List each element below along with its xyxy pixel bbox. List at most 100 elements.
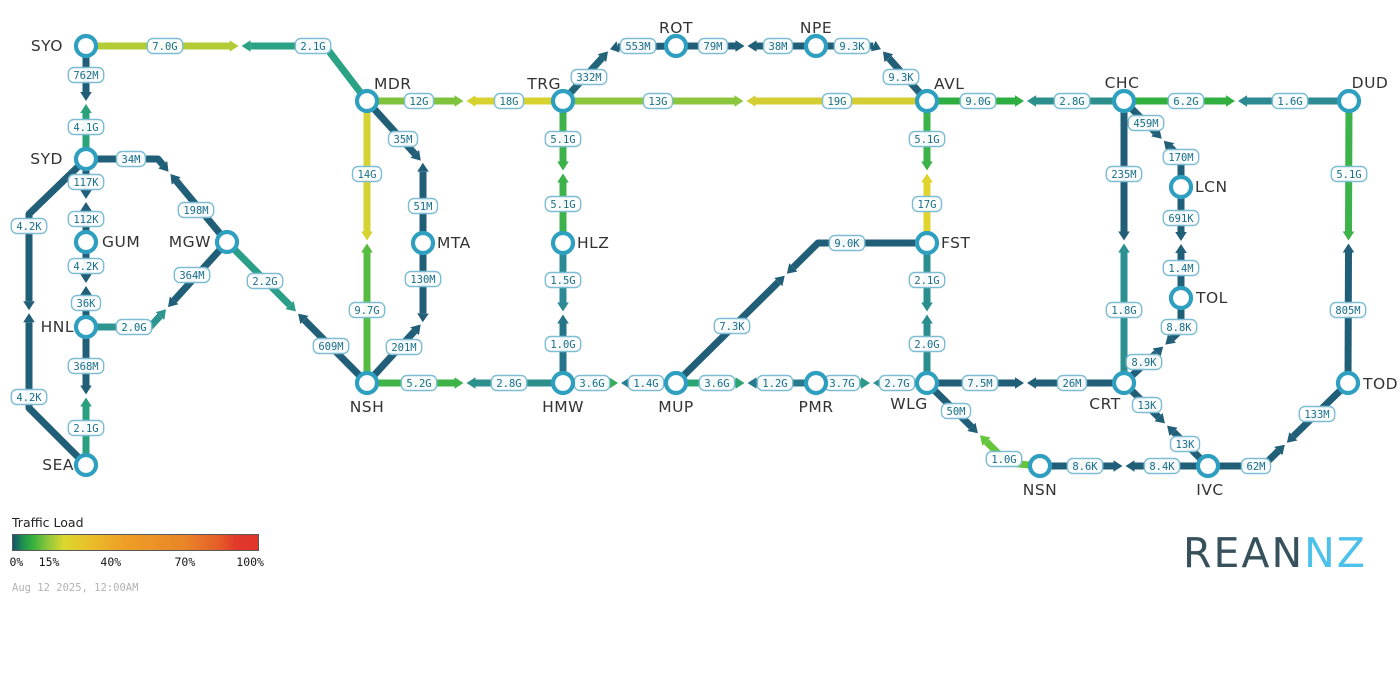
node-NSN[interactable] <box>1027 453 1053 479</box>
link-value-pill[interactable] <box>756 374 794 392</box>
link-value-pill[interactable] <box>1162 209 1200 227</box>
link-value-CRT-IVC[interactable]: 13K <box>1131 396 1163 414</box>
link-value-HMW-MUP[interactable]: 1.4G <box>627 374 665 392</box>
link-value-pill[interactable] <box>67 173 105 191</box>
node-MDR[interactable] <box>354 88 380 114</box>
link-value-pill[interactable] <box>544 130 582 148</box>
link-value-pill[interactable] <box>10 388 48 406</box>
node-HNL[interactable] <box>73 314 99 340</box>
link-value-NPE-AVL[interactable]: 9.3K <box>833 37 871 55</box>
node-TOL[interactable] <box>1168 285 1194 311</box>
link-value-AVL-CHC[interactable]: 2.8G <box>1053 92 1091 110</box>
link-LCN-TOL[interactable] <box>1175 187 1187 298</box>
link-value-FST-WLG[interactable]: 2.1G <box>908 271 946 289</box>
link-NSN-IVC[interactable] <box>1040 460 1208 472</box>
link-segment[interactable] <box>250 42 370 104</box>
link-segment[interactable] <box>25 322 89 468</box>
link-value-MUP-FST[interactable]: 9.0K <box>828 234 866 252</box>
link-value-pill[interactable] <box>1330 165 1368 183</box>
node-HMW[interactable] <box>550 370 576 396</box>
link-value-SYO-MDR[interactable]: 2.1G <box>294 37 332 55</box>
node-WLG[interactable] <box>914 370 940 396</box>
link-value-pill[interactable] <box>1105 301 1143 319</box>
node-SEA[interactable] <box>73 452 99 478</box>
node-MGW[interactable] <box>214 229 240 255</box>
link-WLG-CRT[interactable] <box>927 377 1124 389</box>
link-value-pill[interactable] <box>1169 435 1201 453</box>
link-value-pill[interactable] <box>698 374 736 392</box>
link-value-MDR-TRG[interactable]: 12G <box>403 92 435 110</box>
link-value-pill[interactable] <box>1125 353 1163 371</box>
link-value-MUP-PMR[interactable]: 1.2G <box>756 374 794 392</box>
link-value-AVL-FST[interactable]: 5.1G <box>908 130 946 148</box>
link-value-pill[interactable] <box>908 335 946 353</box>
link-value-pill[interactable] <box>1066 457 1104 475</box>
link-value-pill[interactable] <box>697 37 729 55</box>
link-value-pill[interactable] <box>10 217 48 235</box>
link-value-TOL-CRT[interactable]: 8.8K <box>1160 318 1198 336</box>
link-value-pill[interactable] <box>985 450 1023 468</box>
link-value-HNL-SEA[interactable]: 368M <box>67 357 105 375</box>
node-MUP[interactable] <box>663 370 689 396</box>
link-value-pill[interactable] <box>713 317 751 335</box>
node-SYD[interactable] <box>73 146 99 172</box>
link-value-PMR-WLG[interactable]: 3.7G <box>823 374 861 392</box>
link-value-pill[interactable] <box>67 210 105 228</box>
link-value-pill[interactable] <box>1131 396 1163 414</box>
node-NPE[interactable] <box>803 33 829 59</box>
link-value-pill[interactable] <box>959 92 997 110</box>
link-value-SYD-SEA[interactable]: 4.2K <box>10 217 48 235</box>
node-TRG[interactable] <box>550 88 576 114</box>
link-value-IVC-TOD[interactable]: 62M <box>1240 457 1272 475</box>
link-value-FST-WLG[interactable]: 2.0G <box>908 335 946 353</box>
link-MGW-NSH[interactable] <box>224 239 370 386</box>
link-value-TRG-HLZ[interactable]: 5.1G <box>544 195 582 213</box>
node-DUD[interactable] <box>1336 88 1362 114</box>
link-value-SYD-SEA[interactable]: 4.2K <box>10 388 48 406</box>
link-value-AVL-FST[interactable]: 17G <box>911 195 943 213</box>
link-value-pill[interactable] <box>387 130 419 148</box>
link-value-pill[interactable] <box>1298 405 1336 423</box>
link-value-pill[interactable] <box>1160 318 1198 336</box>
link-WLG-NSN[interactable] <box>924 380 1041 470</box>
link-value-TRG-AVL[interactable]: 13G <box>642 92 674 110</box>
link-value-AVL-CHC[interactable]: 9.0G <box>959 92 997 110</box>
link-value-SYD-GUM[interactable]: 117K <box>67 173 105 191</box>
link-SYD-GUM[interactable] <box>80 159 92 242</box>
link-value-MDR-MTA[interactable]: 51M <box>407 197 439 215</box>
link-value-pill[interactable] <box>348 301 386 319</box>
link-NSH-HMW[interactable] <box>367 377 563 389</box>
link-value-HNL-MGW[interactable]: 2.0G <box>115 318 153 336</box>
link-value-CHC-LCN[interactable]: 170M <box>1162 148 1200 166</box>
link-value-pill[interactable] <box>1053 92 1091 110</box>
link-AVL-FST[interactable] <box>921 101 933 243</box>
link-value-MTA-NSH[interactable]: 201M <box>385 338 423 356</box>
link-value-pill[interactable] <box>294 37 332 55</box>
link-value-pill[interactable] <box>146 37 184 55</box>
link-value-MDR-NSH[interactable]: 14G <box>351 165 383 183</box>
link-value-pill[interactable] <box>940 402 972 420</box>
link-value-SYO-MDR[interactable]: 7.0G <box>146 37 184 55</box>
link-value-SYO-SYD[interactable]: 4.1G <box>67 118 105 136</box>
link-value-CHC-DUD[interactable]: 1.6G <box>1271 92 1309 110</box>
link-FST-WLG[interactable] <box>921 243 933 383</box>
link-value-MDR-NSH[interactable]: 9.7G <box>348 301 386 319</box>
link-value-pill[interactable] <box>961 374 999 392</box>
node-FST[interactable] <box>914 230 940 256</box>
node-AVL[interactable] <box>914 88 940 114</box>
link-value-pill[interactable] <box>544 335 582 353</box>
node-PMR[interactable] <box>803 370 829 396</box>
link-value-pill[interactable] <box>1329 301 1367 319</box>
link-value-pill[interactable] <box>67 66 105 84</box>
link-HLZ-HMW[interactable] <box>557 243 569 383</box>
link-value-HNL-SEA[interactable]: 2.1G <box>67 419 105 437</box>
link-HNL-MGW[interactable] <box>86 239 230 331</box>
node-CHC[interactable] <box>1111 88 1137 114</box>
link-value-pill[interactable] <box>67 257 105 275</box>
link-SYO-SYD[interactable] <box>80 46 92 159</box>
link-value-MUP-PMR[interactable]: 3.6G <box>698 374 736 392</box>
link-value-MTA-NSH[interactable]: 130M <box>404 270 442 288</box>
link-value-pill[interactable] <box>70 294 102 312</box>
link-value-HMW-MUP[interactable]: 3.6G <box>573 374 611 392</box>
link-segment[interactable] <box>86 155 166 167</box>
